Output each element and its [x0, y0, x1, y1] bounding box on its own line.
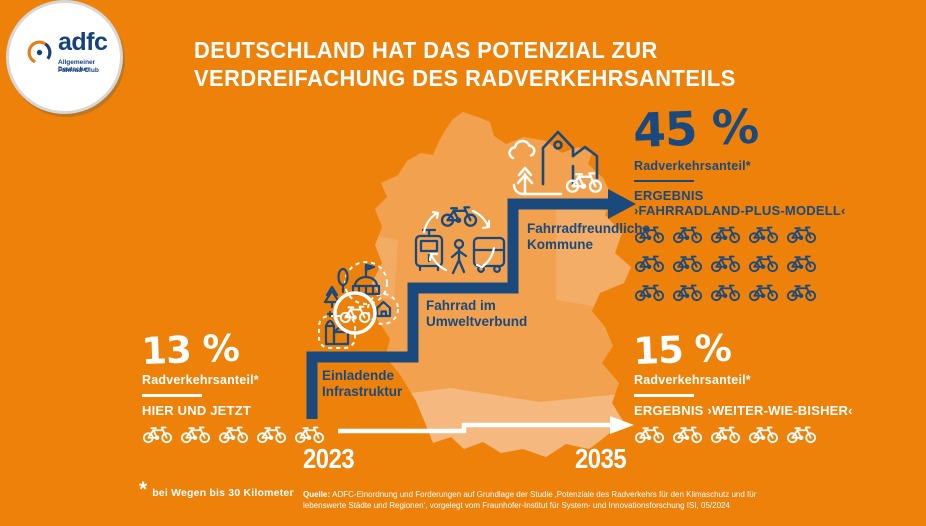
- bike-icon: [786, 253, 817, 273]
- title-line: VERDREIFACHUNG DES RADVERKEHRSANTEILS: [194, 64, 736, 91]
- source-line: Quelle: ADFC-Einordnung und Forderungen a…: [303, 489, 763, 500]
- timeline-year-start: 2023: [303, 443, 355, 474]
- bike-pictograms: [634, 424, 830, 444]
- bike-icon: [339, 305, 371, 324]
- adfc-wheel-icon: [27, 40, 52, 65]
- tree-arrow-icon: [516, 166, 534, 196]
- trees-icon: [323, 267, 349, 309]
- bike-icon: [440, 206, 478, 227]
- bike-icon: [672, 224, 703, 244]
- bike-icon: [748, 424, 779, 444]
- house-icon: [375, 300, 392, 318]
- bike-icon: [180, 424, 211, 444]
- logo-subline: Fahrrad-Club: [58, 67, 99, 74]
- town-hall-icon: [351, 263, 381, 296]
- kommune-icons: [508, 130, 603, 196]
- footnote: * bei Wegen bis 30 Kilometer: [139, 479, 294, 500]
- cloud-icon: [508, 139, 536, 160]
- asterisk-marker: *: [139, 478, 148, 501]
- divider: [634, 394, 694, 397]
- pedestrian-icon: [450, 238, 468, 275]
- page-title: DEUTSCHLAND HAT DAS POTENZIAL ZUR VERDRE…: [194, 37, 736, 92]
- stat-base-sublabel: ERGEBNIS ›WEITER-WIE-BISHER‹: [634, 402, 853, 418]
- bike-icon: [634, 424, 665, 444]
- stat-base-scenario: 15 % Radverkehrsanteil* ERGEBNIS ›WEITER…: [632, 326, 853, 444]
- stat-now-value: 13 %: [140, 326, 240, 373]
- road-icon: [512, 183, 563, 196]
- step-label-line: Kommune: [527, 236, 594, 252]
- bike-icon: [634, 282, 665, 302]
- source-line: lebenswerte Städte und Regionen‘, vorgel…: [303, 501, 730, 510]
- timeline-year-end: 2035: [575, 443, 627, 474]
- bike-icon: [786, 424, 817, 444]
- bike-icon: [634, 253, 665, 273]
- bike-icon: [748, 224, 779, 244]
- stat-base-value: 15 %: [632, 326, 732, 373]
- bike-icon: [786, 282, 817, 302]
- stat-now: 13 % Radverkehrsanteil* HIER UND JETZT: [140, 326, 338, 444]
- adfc-logo: adfc Allgemeiner Deutscher Fahrrad-Club: [6, 0, 123, 114]
- bike-icon: [710, 424, 741, 444]
- stat-plus-model: 45 % Radverkehrsanteil* ERGEBNIS ›FAHRRA…: [632, 100, 846, 302]
- umweltverbund-icons: [414, 206, 506, 275]
- stat-plus-label: Radverkehrsanteil*: [634, 158, 751, 173]
- step-label-line: Fahrrad im: [426, 298, 496, 313]
- footnote-text: bei Wegen bis 30 Kilometer: [152, 487, 294, 499]
- step-label-umweltverbund: Fahrrad im Umweltverbund: [426, 298, 527, 329]
- bike-icon: [710, 253, 741, 273]
- logo-brand: adfc: [58, 28, 108, 56]
- source-label: Quelle:: [303, 490, 331, 499]
- bike-icon: [786, 224, 817, 244]
- step-label-kommune: Fahrradfreundliche Kommune: [527, 221, 650, 252]
- bike-pictograms: [634, 224, 830, 302]
- bike-icon: [142, 424, 173, 444]
- bike-icon: [748, 253, 779, 273]
- bike-icon: [256, 424, 287, 444]
- bike-pictograms: [142, 424, 338, 444]
- step-label-line: Einladende: [322, 368, 395, 383]
- timeline-arrow-icon: [338, 416, 634, 434]
- stat-plus-value: 45 %: [632, 99, 759, 159]
- stat-now-label: Radverkehrsanteil*: [142, 373, 259, 388]
- step-label-infrastruktur: Einladende Infrastruktur: [322, 368, 402, 399]
- bike-icon: [710, 224, 741, 244]
- source-text: ADFC-Einordnung und Forderungen auf Grun…: [332, 490, 757, 499]
- source-note: Quelle: ADFC-Einordnung und Forderungen a…: [303, 489, 763, 511]
- bike-icon: [672, 424, 703, 444]
- bike-icon: [672, 282, 703, 302]
- stat-now-sublabel: HIER UND JETZT: [142, 402, 251, 418]
- divider: [634, 179, 694, 183]
- bike-icon: [748, 282, 779, 302]
- step-label-line: Infrastruktur: [322, 383, 403, 399]
- step-label-line: Umweltverbund: [426, 313, 528, 329]
- logo-subline: Allgemeiner Deutscher: [58, 59, 96, 73]
- bike-icon: [672, 253, 703, 273]
- title-line: DEUTSCHLAND HAT DAS POTENZIAL ZUR: [194, 37, 658, 63]
- bike-icon: [218, 424, 249, 444]
- bike-icon: [294, 424, 325, 444]
- step-label-line: Fahrradfreundliche: [527, 221, 651, 236]
- stat-plus-sublabel: ERGEBNIS: [634, 188, 704, 204]
- stat-base-label: Radverkehrsanteil*: [634, 373, 751, 388]
- divider: [142, 394, 202, 397]
- bike-icon: [710, 282, 741, 302]
- stat-plus-sublabel: ›FAHRRADLAND-PLUS-MODELL‹: [634, 203, 846, 219]
